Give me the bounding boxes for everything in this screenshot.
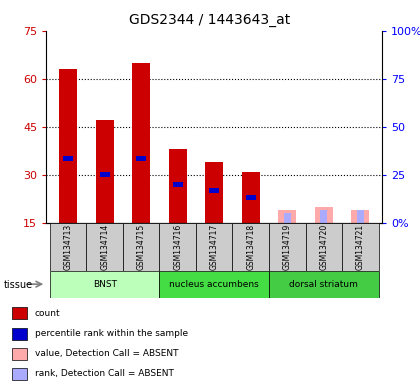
Bar	[100, 172, 110, 177]
Bar	[123, 223, 160, 271]
Bar	[232, 223, 269, 271]
Text: count: count	[34, 308, 60, 318]
Text: GSM134720: GSM134720	[319, 223, 328, 270]
Bar	[13, 328, 26, 339]
Text: GSM134721: GSM134721	[356, 223, 365, 270]
Bar	[209, 188, 219, 193]
Text: GDS2344 / 1443643_at: GDS2344 / 1443643_at	[129, 13, 291, 27]
Bar	[13, 307, 26, 319]
Bar	[284, 213, 291, 223]
Text: percentile rank within the sample: percentile rank within the sample	[34, 329, 188, 338]
Text: rank, Detection Call = ABSENT: rank, Detection Call = ABSENT	[34, 369, 173, 378]
Bar	[87, 223, 123, 271]
Bar	[168, 149, 187, 223]
Bar	[357, 210, 364, 223]
Bar	[246, 195, 256, 200]
Bar	[13, 348, 26, 360]
Bar	[136, 156, 146, 161]
Text: GSM134714: GSM134714	[100, 223, 109, 270]
Bar	[50, 223, 87, 271]
Bar	[278, 210, 297, 223]
Text: GSM134718: GSM134718	[246, 223, 255, 270]
Bar	[63, 156, 73, 161]
Bar	[315, 207, 333, 223]
Bar	[241, 172, 260, 223]
Text: GSM134719: GSM134719	[283, 223, 292, 270]
Bar	[205, 162, 223, 223]
Text: GSM134713: GSM134713	[63, 223, 73, 270]
Text: GSM134716: GSM134716	[173, 223, 182, 270]
Text: tissue: tissue	[4, 280, 33, 290]
Text: value, Detection Call = ABSENT: value, Detection Call = ABSENT	[34, 349, 178, 358]
Bar	[160, 223, 196, 271]
Bar	[196, 223, 232, 271]
Bar	[132, 63, 150, 223]
Bar	[13, 368, 26, 380]
Bar	[305, 223, 342, 271]
Bar	[342, 223, 378, 271]
Bar	[351, 210, 370, 223]
Bar	[59, 69, 77, 223]
Bar	[173, 182, 183, 187]
Text: nucleus accumbens: nucleus accumbens	[169, 280, 259, 289]
Bar	[269, 271, 378, 298]
Text: BNST: BNST	[93, 280, 117, 289]
Text: GSM134715: GSM134715	[136, 223, 146, 270]
Bar	[50, 271, 160, 298]
Bar	[269, 223, 305, 271]
Text: dorsal striatum: dorsal striatum	[289, 280, 358, 289]
Text: GSM134717: GSM134717	[210, 223, 219, 270]
Bar	[160, 271, 269, 298]
Bar	[320, 210, 328, 223]
Bar	[95, 120, 114, 223]
